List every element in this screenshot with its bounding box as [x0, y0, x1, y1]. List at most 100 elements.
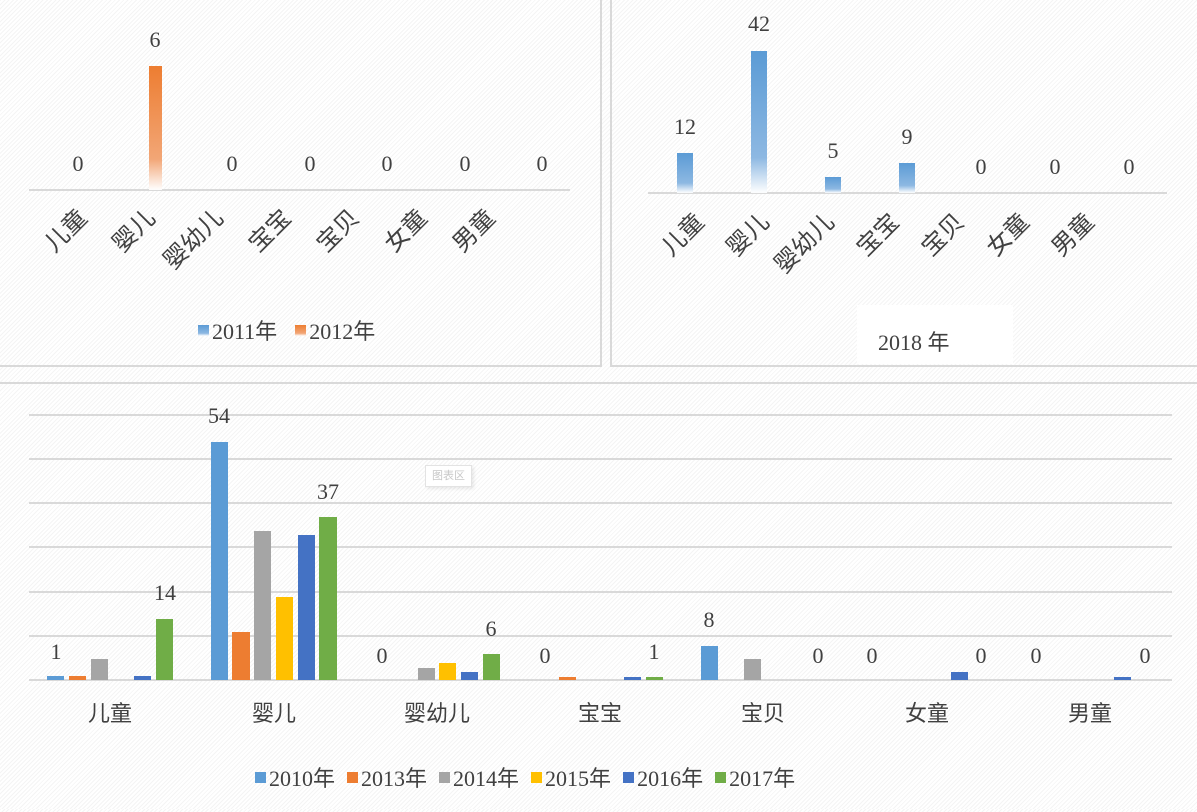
legend-item-2016[interactable]: 2016年	[623, 761, 703, 793]
chart-title-text: 2018 年	[878, 330, 950, 355]
legend-swatch-icon	[347, 771, 359, 783]
data-label: 1	[648, 639, 660, 664]
category-label: 男童	[1067, 701, 1112, 726]
data-label: 1	[50, 639, 62, 664]
legend-item-2012[interactable]: 2012年	[295, 314, 375, 346]
chart-top-left-panel[interactable]	[0, 0, 602, 367]
data-label: 6	[485, 616, 497, 641]
legend-swatch-icon	[623, 771, 635, 783]
bar-2016-婴幼儿[interactable]	[461, 672, 478, 680]
x-axis-line	[648, 192, 1167, 194]
bar-2017-婴儿[interactable]	[319, 517, 337, 680]
bar-2016-女童[interactable]	[951, 672, 968, 680]
bar-2016-宝宝[interactable]	[624, 677, 641, 680]
chart-title[interactable]: 2018 年	[857, 305, 1013, 364]
gridline	[29, 502, 1172, 504]
legend-swatch-icon	[531, 771, 543, 783]
gridline	[29, 635, 1172, 637]
data-label: 12	[674, 114, 696, 139]
data-label: 14	[154, 580, 176, 605]
data-label: 0	[812, 643, 824, 668]
data-label: 0	[72, 151, 84, 176]
data-label: 9	[901, 124, 913, 149]
data-label: 0	[536, 151, 548, 176]
gridline	[29, 546, 1172, 548]
legend-item-2014[interactable]: 2014年	[439, 761, 519, 793]
legend-label: 2016年	[637, 766, 704, 791]
legend-swatch-icon	[255, 771, 266, 783]
bar-2017-婴幼儿[interactable]	[483, 654, 500, 680]
gridline	[29, 458, 1172, 460]
data-label: 0	[1030, 643, 1042, 668]
data-label: 0	[376, 643, 388, 668]
x-axis-line	[29, 679, 1172, 681]
data-label: 0	[975, 154, 987, 179]
category-label: 宝宝	[577, 701, 622, 726]
bar-2013-宝宝[interactable]	[559, 677, 576, 680]
bar-2014-儿童[interactable]	[91, 659, 108, 680]
bar-2012-婴儿[interactable]	[149, 66, 162, 190]
data-label: 0	[539, 643, 551, 668]
legend-item-2015[interactable]: 2015年	[531, 761, 611, 793]
legend-swatch-icon	[439, 771, 451, 783]
bar-2014-婴幼儿[interactable]	[418, 668, 435, 680]
legend-label: 2011年	[212, 319, 278, 344]
category-label: 婴儿	[251, 701, 296, 726]
data-label: 8	[703, 607, 715, 632]
data-label: 42	[748, 11, 770, 36]
legend-swatch-icon	[198, 324, 209, 336]
legend-item-2013[interactable]: 2013年	[347, 761, 427, 793]
data-label: 0	[226, 151, 238, 176]
data-label: 0	[1139, 643, 1151, 668]
legend-label: 2013年	[361, 766, 428, 791]
bar-2013-婴儿[interactable]	[232, 632, 250, 680]
chart-top-right-panel[interactable]	[610, 0, 1197, 367]
data-label: 0	[381, 151, 393, 176]
legend-label: 2012年	[309, 319, 376, 344]
bar-2010-婴儿[interactable]	[211, 442, 228, 680]
bar-2016-婴儿[interactable]	[298, 535, 315, 680]
bar-2018-婴儿[interactable]	[751, 51, 767, 193]
data-label: 54	[208, 403, 230, 428]
data-label: 0	[1049, 154, 1061, 179]
data-label: 0	[1123, 154, 1135, 179]
bar-2016-儿童[interactable]	[134, 676, 151, 680]
data-label: 0	[975, 643, 987, 668]
legend-label: 2014年	[453, 766, 520, 791]
bar-2018-儿童[interactable]	[677, 153, 693, 193]
x-axis-line	[29, 189, 570, 191]
legend-label: 2010年	[269, 766, 336, 791]
legend: 2011年 2012年	[198, 314, 393, 346]
bar-2014-婴儿[interactable]	[254, 531, 271, 680]
bar-2013-儿童[interactable]	[69, 676, 86, 680]
legend-label: 2017年	[729, 766, 796, 791]
bar-2015-婴幼儿[interactable]	[439, 663, 456, 680]
bar-2010-宝贝[interactable]	[701, 646, 718, 680]
chart-bottom-panel[interactable]	[0, 382, 1197, 812]
gridline	[29, 591, 1172, 593]
legend-item-2011[interactable]: 2011年	[198, 314, 277, 346]
data-label: 5	[827, 138, 839, 163]
gridline	[29, 414, 1172, 416]
bar-2017-宝宝[interactable]	[646, 677, 663, 680]
data-label: 6	[149, 27, 161, 52]
data-label: 0	[459, 151, 471, 176]
legend-item-2010[interactable]: 2010年	[255, 761, 335, 793]
data-label: 37	[317, 479, 339, 504]
legend-label: 2015年	[545, 766, 612, 791]
category-label: 儿童	[87, 701, 132, 726]
legend-swatch-icon	[715, 771, 727, 783]
chart-area-tooltip: 图表区	[425, 465, 472, 487]
category-label: 女童	[904, 701, 949, 726]
legend: 2010年 2013年 2014年 2015年 2016年 2017年	[255, 761, 795, 793]
bar-2018-宝宝[interactable]	[899, 163, 915, 193]
bar-2015-婴儿[interactable]	[276, 597, 293, 680]
legend-swatch-icon	[295, 324, 307, 336]
bar-2010-儿童[interactable]	[47, 676, 64, 680]
bar-2016-男童[interactable]	[1114, 677, 1131, 680]
legend-item-2017[interactable]: 2017年	[715, 761, 795, 793]
category-label: 婴幼儿	[403, 701, 470, 726]
bar-2017-儿童[interactable]	[156, 619, 173, 680]
bar-2018-婴幼儿[interactable]	[825, 177, 841, 193]
bar-2014-宝贝[interactable]	[744, 659, 761, 680]
